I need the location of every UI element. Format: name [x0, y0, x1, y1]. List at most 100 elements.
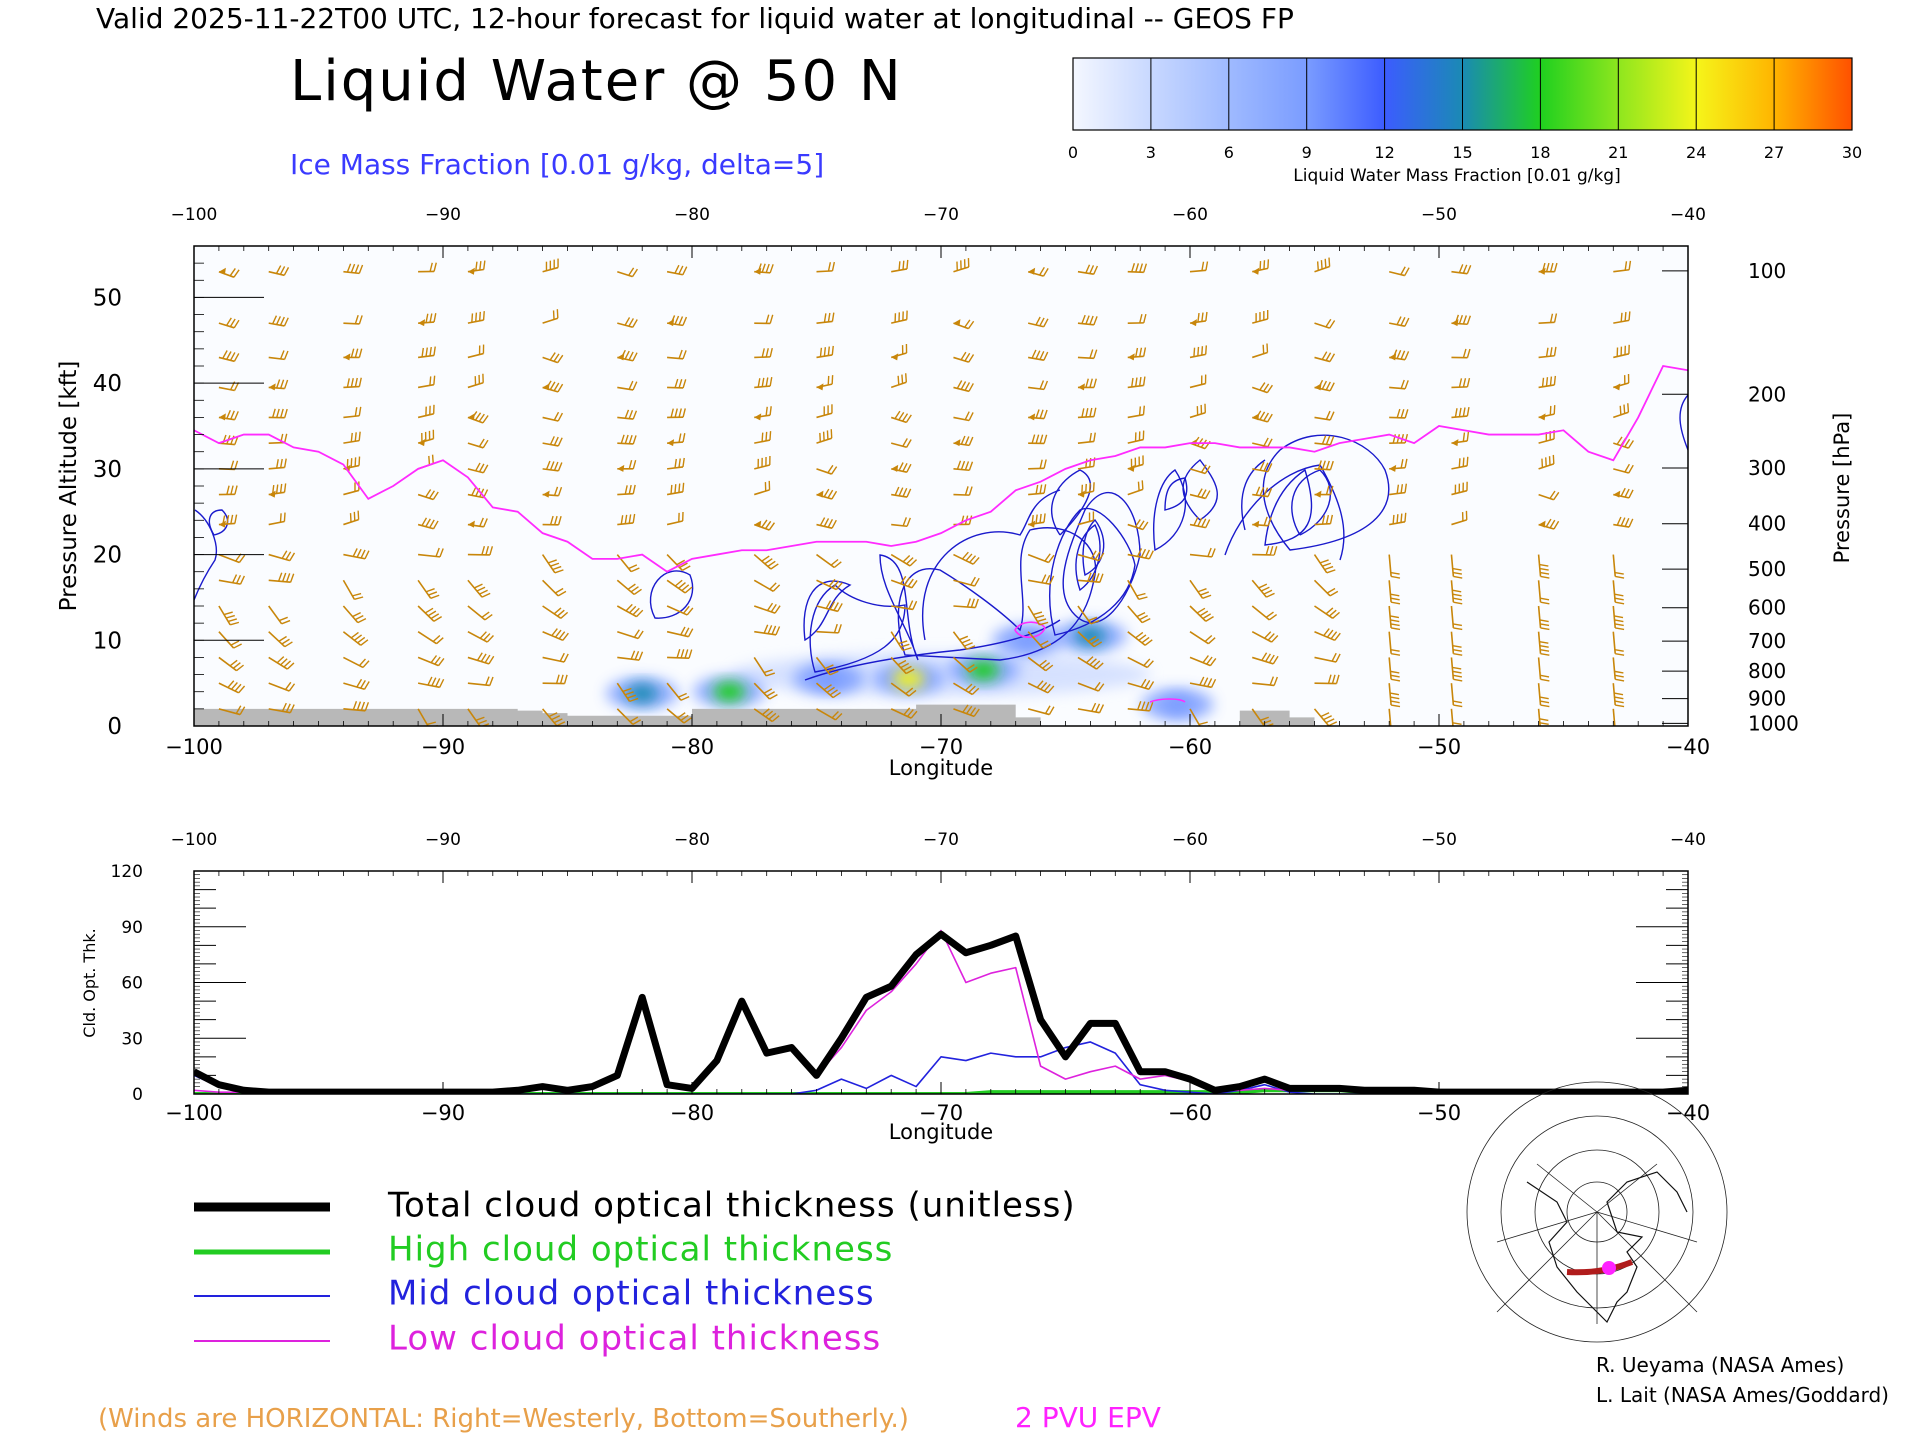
wind-barb-feather — [1328, 721, 1338, 726]
wind-barb-feather — [628, 351, 634, 361]
wind-barb-feather — [1453, 731, 1462, 733]
wind-barb-feather — [1539, 718, 1549, 722]
wind-barb-feather — [627, 583, 636, 590]
wind-barb-feather — [678, 316, 684, 326]
wind-barb-feather — [828, 578, 836, 587]
wind-barb-feather — [910, 710, 918, 719]
wind-barb-feather — [279, 513, 282, 523]
wind-barb-feather — [1545, 377, 1549, 387]
wind-barb-feather — [1143, 263, 1148, 273]
wind-barb-feather — [1138, 376, 1142, 387]
wind-barb-feather — [964, 436, 970, 446]
wind-barb-feather — [1462, 432, 1466, 442]
wind-barb-feather — [439, 548, 444, 558]
wind-barb-feather — [1265, 653, 1272, 662]
liquid-water-blob — [626, 683, 659, 704]
wind-barb-feather — [678, 349, 683, 359]
wind-barb-feather — [1331, 652, 1337, 662]
wind-barb-feather — [1039, 484, 1043, 494]
wind-barb-feather — [678, 458, 681, 468]
wind-barb-feather — [1396, 408, 1401, 418]
wind-barb-shaft — [1389, 386, 1406, 390]
wind-barb-feather — [278, 635, 287, 642]
wind-barb-feather — [687, 628, 694, 637]
wind-barb-feather — [1092, 660, 1101, 668]
wind-barb-feather — [766, 602, 774, 611]
wind-barb-feather — [1085, 264, 1091, 274]
wind-barb-feather — [674, 458, 677, 468]
wind-barb-shaft — [1451, 519, 1467, 526]
wind-barb-shaft — [1613, 411, 1629, 419]
wind-barb-pennant — [343, 353, 351, 361]
wind-barb-feather — [1031, 349, 1037, 359]
colorbar-tick-label: 15 — [1452, 143, 1472, 162]
ice-contour — [1291, 469, 1331, 536]
wind-barb-feather — [1207, 547, 1212, 557]
wind-barb-feather — [968, 383, 974, 392]
wind-barb-feather — [1614, 648, 1624, 652]
wind-barb-feather — [824, 664, 834, 670]
wind-barb-feather — [360, 701, 366, 711]
wind-barb-feather — [1390, 571, 1400, 575]
wind-barb-feather — [362, 660, 370, 668]
wind-barb-feather — [1615, 627, 1625, 631]
wind-barb-feather — [1466, 456, 1469, 466]
x-tick-label-top: −40 — [1670, 830, 1706, 850]
wind-barb-feather — [636, 609, 644, 618]
wind-barb-feather — [682, 379, 687, 389]
wind-barb-feather — [1462, 407, 1466, 417]
wind-barb-feather — [425, 489, 432, 498]
wind-barb-feather — [678, 379, 683, 389]
colorbar-segment — [1774, 58, 1853, 130]
wind-barb-feather — [1271, 634, 1279, 643]
pressure-tick-label: 100 — [1748, 259, 1786, 283]
wind-barb-feather — [1466, 265, 1472, 274]
wind-barb-feather — [1197, 588, 1207, 593]
wind-barb-feather — [903, 707, 911, 716]
wind-barb-shaft — [1389, 491, 1406, 496]
x-tick-label-top: −80 — [674, 205, 710, 225]
wind-barb-feather — [674, 378, 679, 388]
wind-barb-feather — [225, 614, 235, 619]
wind-barb-feather — [229, 318, 236, 328]
wind-barb-feather — [676, 559, 686, 566]
wind-barb-feather — [480, 653, 487, 662]
wind-barb-feather — [1614, 597, 1624, 601]
wind-barb-feather — [1201, 518, 1207, 528]
wind-barb-feather — [831, 519, 837, 529]
wind-barb-feather — [678, 265, 684, 275]
wind-barb-feather — [906, 517, 911, 527]
wind-barb-feather — [1390, 627, 1401, 631]
wind-barb-feather — [961, 638, 971, 644]
wind-barb-feather — [827, 518, 834, 528]
wind-barb-feather — [973, 708, 980, 717]
cross-section-background — [194, 246, 1688, 726]
liquid-water-blob — [713, 681, 746, 702]
wind-barb-feather — [1201, 346, 1204, 356]
tropopause-layer — [194, 364, 1688, 573]
wind-barb-feather — [481, 592, 491, 598]
wind-barb-feather — [968, 515, 973, 525]
wind-barb-feather — [1321, 435, 1327, 445]
wind-barb-feather — [905, 687, 914, 695]
wind-barb-feather — [1326, 587, 1336, 594]
wind-barb-shaft — [343, 489, 360, 496]
main-title: Liquid Water @ 50 N — [290, 49, 903, 114]
wind-barb-feather — [1331, 674, 1336, 684]
wind-barb-feather — [1205, 261, 1209, 271]
wind-barb-feather — [429, 262, 433, 272]
wind-barb-feather — [1207, 637, 1216, 645]
wind-barb-pennant — [617, 464, 625, 472]
wind-barb-feather — [961, 551, 969, 560]
wind-barb-feather — [1085, 408, 1089, 418]
wind-barb-feather — [1400, 350, 1406, 360]
top-ylabel-right: Pressure [hPa] — [1830, 413, 1854, 564]
wind-barb-feather — [280, 408, 284, 418]
wind-barb-feather — [624, 317, 631, 326]
wind-barb-pennant — [1127, 464, 1135, 472]
wind-barb-feather — [1204, 465, 1211, 474]
ice-contour — [1262, 434, 1390, 551]
wind-barb-feather — [549, 515, 554, 525]
wind-barb-feather — [1269, 546, 1274, 556]
wind-barb-feather — [628, 564, 638, 570]
